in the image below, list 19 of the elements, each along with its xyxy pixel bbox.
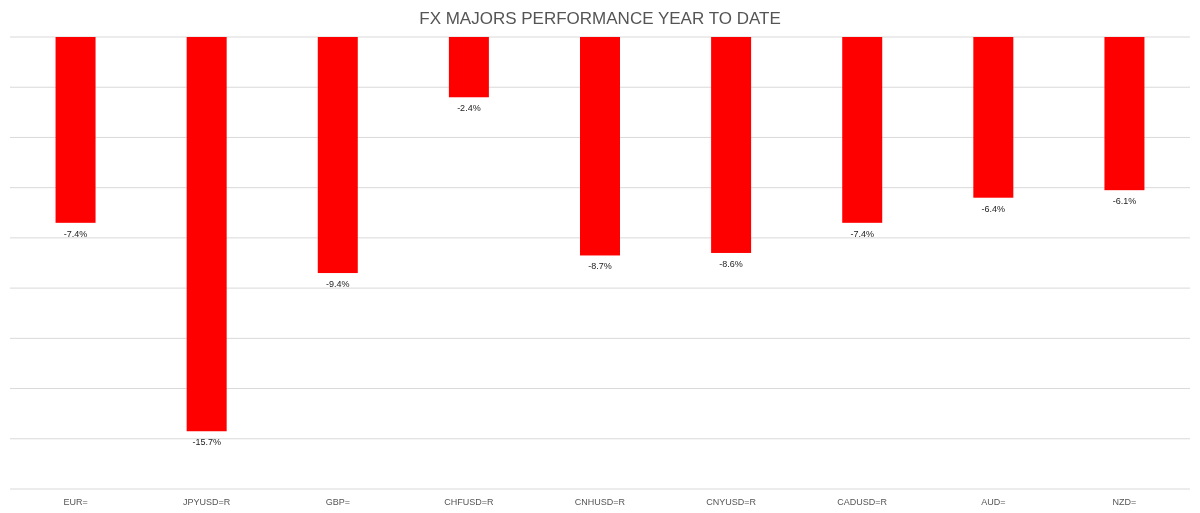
x-tick-label: CHFUSD=R (444, 497, 495, 507)
data-label: -8.7% (588, 261, 612, 272)
data-label: -9.4% (326, 279, 350, 290)
x-tick-label: NZD= (1112, 497, 1137, 507)
x-tick-label: EUR= (63, 497, 88, 507)
x-tick-label: CADUSD=R (837, 497, 888, 507)
x-tick-label: GBP= (325, 497, 350, 507)
data-label: -6.4% (981, 203, 1006, 214)
x-tick-label: JPYUSD=R (183, 497, 231, 507)
data-label: -8.6% (719, 258, 743, 269)
x-tick-label: CNHUSD=R (574, 497, 626, 507)
data-label: -7.4% (850, 228, 874, 239)
chart-title: FX MAJORS PERFORMANCE YEAR TO DATE (419, 9, 781, 28)
data-label: -7.4% (63, 228, 88, 239)
x-tick-label: AUD= (981, 497, 1006, 507)
data-label: -6.1% (1112, 196, 1137, 207)
data-label: -2.4% (457, 103, 481, 114)
data-label: -15.7% (192, 437, 221, 448)
x-tick-label: CNYUSD=R (706, 497, 757, 507)
